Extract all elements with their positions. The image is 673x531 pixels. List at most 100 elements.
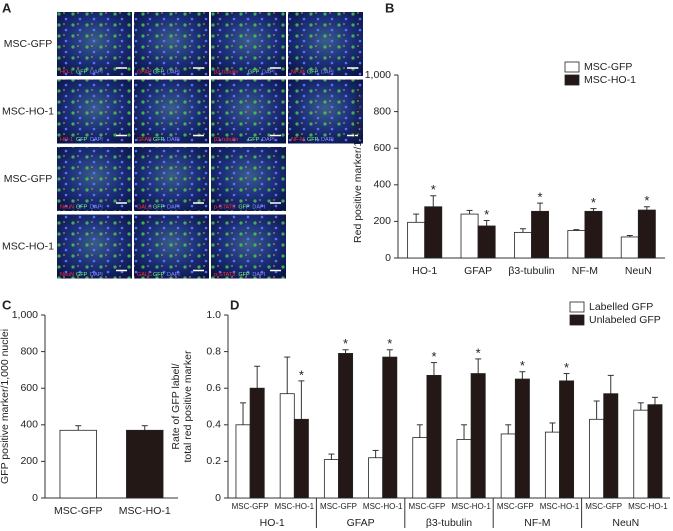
bar: [407, 221, 426, 259]
x-tick-label: MSC-GFP: [320, 502, 357, 511]
stain-label: GFP: [307, 69, 319, 75]
stain-label: NeuN: [60, 204, 74, 210]
bar: [456, 439, 472, 499]
stain-label: GFP: [153, 204, 165, 210]
stain-label: GALC: [137, 272, 152, 278]
bar: [460, 213, 479, 259]
y-tick-label: 1,000: [365, 69, 391, 81]
stain-label: DAPI: [262, 69, 275, 75]
bar: [382, 356, 398, 499]
panel-label: D: [230, 297, 239, 312]
bar: [368, 457, 384, 499]
legend-label: Labelled GFP: [589, 301, 653, 313]
y-axis-label: Red positive marker/1,000 nuclei: [352, 90, 364, 243]
significance-marker: *: [520, 358, 525, 373]
legend-swatch: [564, 61, 580, 73]
significance-marker: *: [343, 336, 348, 351]
micrograph-cells: [288, 79, 363, 144]
y-tick-label: 400: [373, 179, 391, 191]
row-label: MSC-HO-1: [2, 240, 54, 252]
stain-label: DAPI: [321, 69, 334, 75]
stain-label: DAPI: [252, 272, 265, 278]
stain-label: DAPI: [262, 137, 275, 143]
bar: [603, 393, 619, 499]
bar: [424, 206, 443, 259]
stain-label: β3-tubulin: [214, 69, 238, 75]
significance-marker: *: [431, 349, 436, 364]
stain-label: GFP: [76, 69, 88, 75]
stain-label: DAPI: [90, 69, 103, 75]
y-tick-label: 800: [373, 105, 391, 117]
legend-swatch: [569, 301, 585, 313]
y-tick-label: 0.2: [206, 455, 221, 467]
x-tick-label: MSC-HO-1: [451, 502, 491, 511]
y-tick-label: 600: [20, 382, 38, 394]
y-axis-label: GFP positive marker/1,000 nuclei: [0, 329, 11, 484]
micrograph-cells: [211, 214, 286, 279]
y-axis-label: Rate of GFP label/: [170, 363, 182, 449]
group-label: β3-tubulin: [426, 517, 472, 529]
x-tick-label: MSC-HO-1: [119, 505, 171, 517]
significance-marker: *: [476, 345, 481, 360]
significance-marker: *: [387, 336, 392, 351]
bar: [620, 236, 639, 259]
significance-marker: *: [431, 182, 436, 197]
x-tick-label: β3-tubulin: [508, 265, 554, 277]
x-tick-label: GFAP: [464, 265, 492, 277]
bar: [544, 431, 560, 499]
bar: [477, 225, 496, 259]
micrograph-cells: [211, 12, 286, 76]
bar: [500, 433, 516, 499]
stain-label: GFP: [307, 137, 319, 143]
x-tick-label: MSC-GFP: [497, 502, 534, 511]
y-tick-label: 0.8: [206, 345, 221, 357]
x-tick-label: MSC-GFP: [408, 502, 445, 511]
bar: [584, 210, 603, 259]
bar: [514, 378, 530, 499]
stain-label: DAPI: [90, 137, 103, 143]
row-label: MSC-GFP: [4, 38, 52, 50]
stain-label: NF-M: [291, 69, 305, 75]
stain-label: DAPI: [321, 137, 334, 143]
stain-label: GFP: [76, 204, 88, 210]
stain-label: GFP: [153, 272, 165, 278]
stain-label: GFP: [238, 204, 250, 210]
x-tick-label: MSC-GFP: [585, 502, 622, 511]
y-tick-label: 600: [373, 142, 391, 154]
significance-marker: *: [484, 207, 489, 222]
y-tick-label: 0: [385, 252, 391, 264]
y-tick-label: 0.6: [206, 382, 221, 394]
legend-label: MSC-HO-1: [584, 74, 636, 86]
bar: [589, 418, 605, 499]
stain-label: p-STAT3: [214, 204, 235, 210]
group-label: NeuN: [612, 517, 639, 529]
bar: [235, 424, 251, 499]
bar: [633, 409, 649, 499]
stain-label: DAPI: [167, 69, 180, 75]
bar: [338, 353, 354, 499]
micrograph-cells: [57, 79, 132, 144]
legend-label: Unlabeled GFP: [589, 314, 661, 326]
bar: [647, 404, 663, 499]
y-tick-label: 0.4: [206, 419, 221, 431]
micrograph-cells: [288, 12, 363, 76]
y-tick-label: 400: [20, 419, 38, 431]
y-tick-label: 1,000: [12, 309, 38, 321]
group-label: GFAP: [347, 517, 375, 529]
x-tick-label: NeuN: [625, 265, 652, 277]
x-tick-label: MSC-HO-1: [363, 502, 403, 511]
stain-label: GALC: [137, 204, 152, 210]
bar: [426, 374, 442, 499]
y-tick-label: 200: [373, 215, 391, 227]
bar: [531, 210, 549, 259]
stain-label: DAPI: [90, 272, 103, 278]
stain-label: GFAP: [137, 69, 152, 75]
stain-label: DAPI: [167, 137, 180, 143]
significance-marker: *: [591, 195, 596, 210]
panel-label: C: [2, 297, 12, 312]
x-tick-label: MSC-GFP: [232, 502, 269, 511]
bar: [293, 418, 309, 499]
micrograph-cells: [134, 79, 209, 144]
micrograph-cells: [134, 214, 209, 279]
